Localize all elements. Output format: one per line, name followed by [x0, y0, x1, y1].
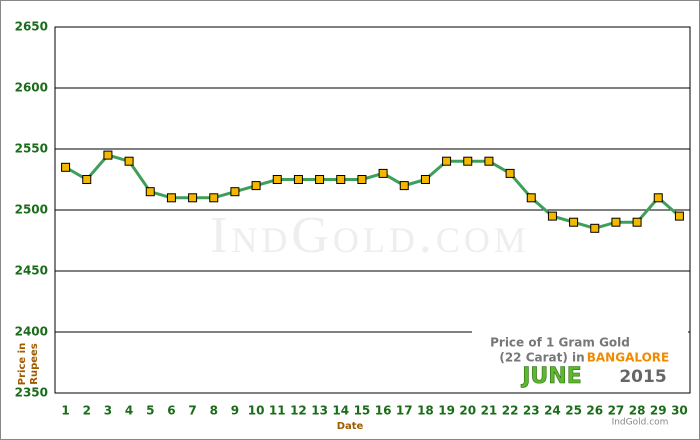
x-tick-label: 30	[671, 404, 688, 418]
x-tick-label: 1	[61, 404, 69, 418]
marker	[463, 156, 473, 166]
watermark: IndGold.com	[210, 207, 530, 264]
x-tick-label: 23	[523, 404, 540, 418]
x-tick-label: 2	[83, 404, 91, 418]
marker	[547, 211, 557, 221]
x-tick-label: 27	[608, 404, 625, 418]
marker	[166, 193, 176, 203]
caption-year: 2015	[619, 367, 666, 387]
x-tick-label: 4	[125, 404, 133, 418]
y-tick-label: 2600	[15, 81, 48, 95]
x-tick-label: 8	[210, 404, 218, 418]
marker	[484, 156, 494, 166]
x-tick-label: 3	[104, 404, 112, 418]
marker	[145, 187, 155, 197]
marker	[505, 168, 515, 178]
x-tick-label: 12	[290, 404, 307, 418]
x-tick-label: 19	[438, 404, 455, 418]
caption-month: JUNE	[520, 364, 582, 389]
marker	[209, 193, 219, 203]
x-tick-label: 9	[231, 404, 239, 418]
caption-line: Price of 1 Gram Gold	[490, 336, 630, 350]
marker	[272, 175, 282, 184]
caption-box	[472, 330, 688, 392]
x-tick-label: 17	[396, 404, 413, 418]
marker	[590, 223, 600, 233]
caption-site: IndGold.com	[612, 418, 669, 428]
y-axis-label: Price in	[17, 343, 28, 385]
marker	[315, 175, 325, 184]
y-tick-label: 2550	[15, 142, 48, 156]
caption-line: (22 Carat) in	[499, 351, 584, 365]
marker	[674, 211, 684, 221]
marker	[569, 217, 579, 227]
marker	[188, 193, 198, 203]
marker	[82, 175, 92, 184]
y-tick-label: 2400	[15, 325, 48, 339]
marker	[251, 181, 261, 191]
y-axis-label: Rupees	[29, 343, 40, 385]
x-tick-label: 13	[311, 404, 328, 418]
marker	[336, 175, 346, 184]
x-tick-label: 10	[248, 404, 265, 418]
x-tick-label: 14	[332, 404, 349, 418]
x-tick-label: 29	[650, 404, 667, 418]
y-tick-label: 2650	[15, 20, 48, 34]
marker	[420, 175, 430, 184]
x-tick-label: 22	[502, 404, 519, 418]
x-tick-label: 26	[586, 404, 603, 418]
y-tick-label: 2450	[15, 264, 48, 278]
caption-city: BANGALORE	[587, 351, 669, 365]
marker	[399, 181, 409, 191]
y-tick-label: 2350	[15, 386, 48, 400]
x-tick-label: 25	[565, 404, 582, 418]
marker	[611, 217, 621, 227]
marker	[378, 168, 388, 178]
x-tick-label: 5	[146, 404, 154, 418]
marker	[442, 156, 452, 166]
x-tick-label: 6	[167, 404, 175, 418]
y-tick-label: 2500	[15, 203, 48, 217]
x-tick-label: 7	[188, 404, 196, 418]
marker	[103, 150, 113, 160]
marker	[526, 193, 536, 203]
x-tick-label: 28	[629, 404, 646, 418]
marker	[653, 193, 663, 203]
x-tick-label: 20	[459, 404, 476, 418]
x-tick-label: 11	[269, 404, 286, 418]
marker	[357, 175, 367, 184]
x-tick-label: 24	[544, 404, 561, 418]
x-tick-label: 21	[481, 404, 498, 418]
marker	[632, 217, 642, 227]
marker	[230, 187, 240, 197]
marker	[293, 175, 303, 184]
marker	[61, 162, 71, 172]
x-tick-label: 16	[375, 404, 392, 418]
x-axis-label: Date	[337, 421, 364, 432]
marker	[124, 156, 134, 166]
x-tick-label: 18	[417, 404, 434, 418]
x-tick-label: 15	[354, 404, 371, 418]
